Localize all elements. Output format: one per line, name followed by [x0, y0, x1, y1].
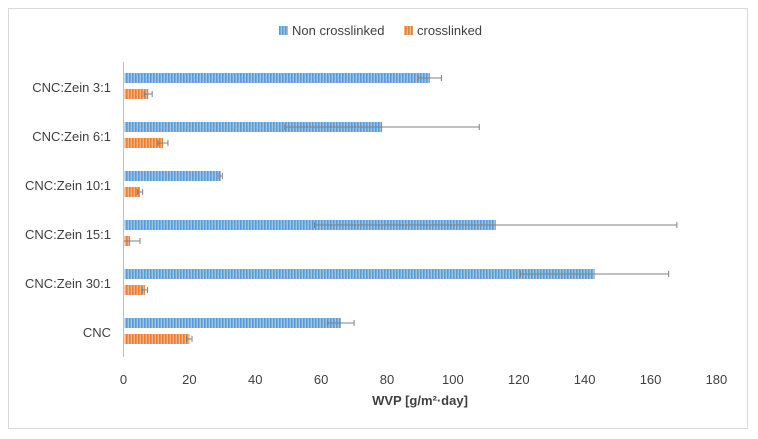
x-tick-label: 120 — [508, 372, 530, 387]
x-tick-label: 100 — [442, 372, 464, 387]
error-bar-non-crosslinked — [519, 271, 670, 277]
x-axis-ticks: 0 20 40 60 80 100 120 140 160 180 — [120, 372, 727, 387]
bar-non-crosslinked — [124, 220, 496, 230]
legend-swatch-crosslinked — [404, 26, 413, 35]
bar-crosslinked — [124, 89, 149, 99]
x-tick-label: 40 — [248, 372, 262, 387]
bar-crosslinked — [124, 285, 145, 295]
bar-crosslinked — [124, 334, 190, 344]
bar-non-crosslinked — [124, 269, 595, 279]
error-bar-non-crosslinked — [314, 222, 678, 228]
bar-crosslinked — [124, 187, 140, 197]
legend-label-crosslinked: crosslinked — [417, 23, 482, 38]
error-bar-crosslinked — [141, 287, 149, 293]
error-bar-crosslinked — [143, 91, 153, 97]
error-bar-non-crosslinked — [284, 124, 480, 130]
category-label: CNC — [83, 325, 111, 340]
bar-non-crosslinked — [124, 122, 383, 132]
legend: Non crosslinked crosslinked — [279, 23, 482, 38]
x-tick-label: 180 — [706, 372, 728, 387]
chart-marks — [123, 73, 678, 344]
legend-swatch-non-crosslinked — [279, 26, 288, 35]
x-axis-title: WVP [g/m²·day] — [372, 393, 468, 408]
bar-non-crosslinked — [124, 318, 341, 328]
bar-non-crosslinked — [124, 171, 221, 181]
x-tick-label: 20 — [182, 372, 196, 387]
x-tick-label: 60 — [314, 372, 328, 387]
y-axis-categories: CNC:Zein 3:1 CNC:Zein 6:1 CNC:Zein 10:1 CNC… — [25, 80, 111, 340]
error-bar-crosslinked — [157, 140, 169, 146]
error-bar-non-crosslinked — [218, 173, 223, 179]
x-tick-label: 80 — [380, 372, 394, 387]
x-tick-label: 0 — [120, 372, 127, 387]
category-label: CNC:Zein 30:1 — [25, 276, 111, 291]
category-label: CNC:Zein 6:1 — [32, 129, 111, 144]
legend-label-non-crosslinked: Non crosslinked — [292, 23, 385, 38]
x-tick-label: 140 — [574, 372, 596, 387]
error-bar-crosslinked — [136, 189, 144, 195]
bar-crosslinked — [124, 138, 164, 148]
category-label: CNC:Zein 15:1 — [25, 227, 111, 242]
x-tick-label: 160 — [640, 372, 662, 387]
category-label: CNC:Zein 3:1 — [32, 80, 111, 95]
error-bar-non-crosslinked — [417, 75, 442, 81]
category-label: CNC:Zein 10:1 — [25, 178, 111, 193]
bar-non-crosslinked — [124, 73, 430, 83]
error-bar-crosslinked — [186, 336, 193, 342]
error-bar-non-crosslinked — [327, 320, 355, 326]
